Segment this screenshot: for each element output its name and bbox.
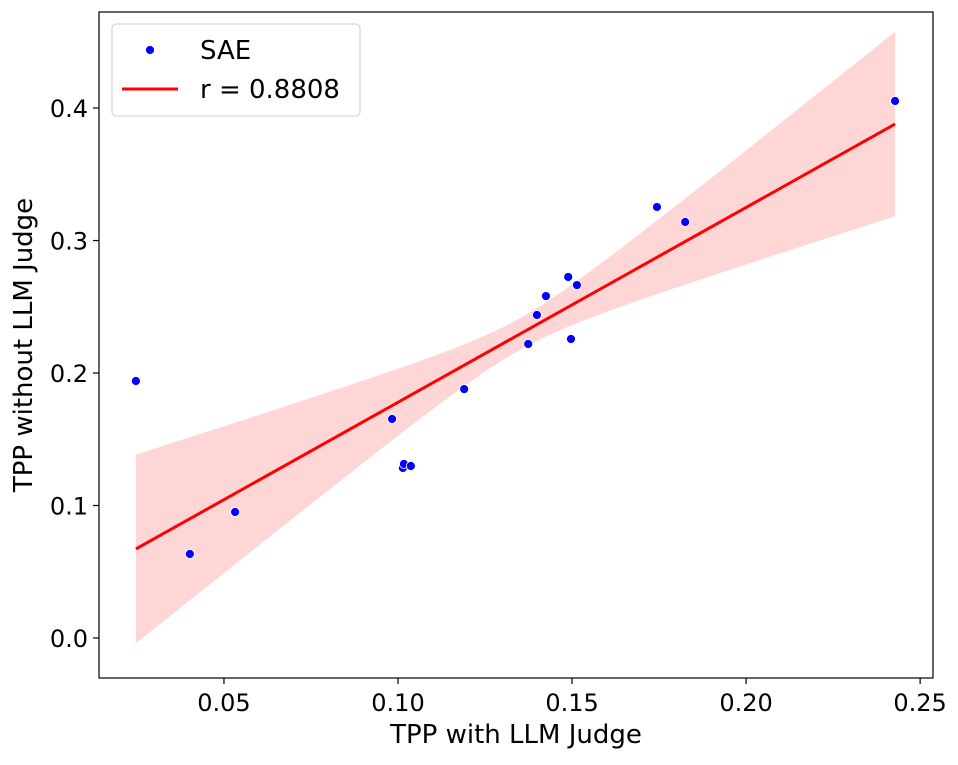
- y-axis-label: TPP without LLM Judge: [9, 198, 39, 493]
- legend-label-sae: SAE: [200, 36, 251, 66]
- data-point: [230, 507, 240, 517]
- data-point: [130, 376, 141, 386]
- legend-box: [111, 23, 361, 117]
- data-point: [523, 339, 534, 349]
- data-point: [890, 96, 900, 106]
- x-tick-label: 0.10: [371, 689, 424, 717]
- data-point: [572, 280, 582, 290]
- data-point: [184, 549, 195, 559]
- y-tick-label: 0.4: [50, 95, 88, 123]
- y-tick-label: 0.2: [50, 360, 88, 388]
- data-point: [459, 384, 470, 394]
- data-point: [405, 461, 416, 471]
- data-point: [566, 334, 576, 344]
- data-point: [680, 217, 691, 227]
- y-tick-label: 0.0: [50, 625, 88, 653]
- x-tick-label: 0.20: [719, 689, 772, 717]
- data-point: [531, 310, 542, 320]
- plot-frame: [98, 11, 934, 679]
- data-point: [563, 272, 574, 282]
- x-tick-label: 0.15: [545, 689, 598, 717]
- legend-label-regression: r = 0.8808: [200, 75, 340, 105]
- regression-line: [135, 122, 896, 551]
- y-tick-label: 0.1: [50, 493, 88, 521]
- legend-marker-sae: [145, 45, 155, 55]
- x-tick-label: 0.05: [197, 689, 250, 717]
- x-axis-label: TPP with LLM Judge: [389, 720, 642, 750]
- x-tick-label: 0.25: [893, 689, 946, 717]
- data-point: [541, 291, 551, 301]
- data-point: [652, 202, 662, 212]
- legend: SAE r = 0.8808: [111, 23, 361, 117]
- y-tick-label: 0.3: [50, 228, 88, 256]
- data-point: [387, 414, 397, 424]
